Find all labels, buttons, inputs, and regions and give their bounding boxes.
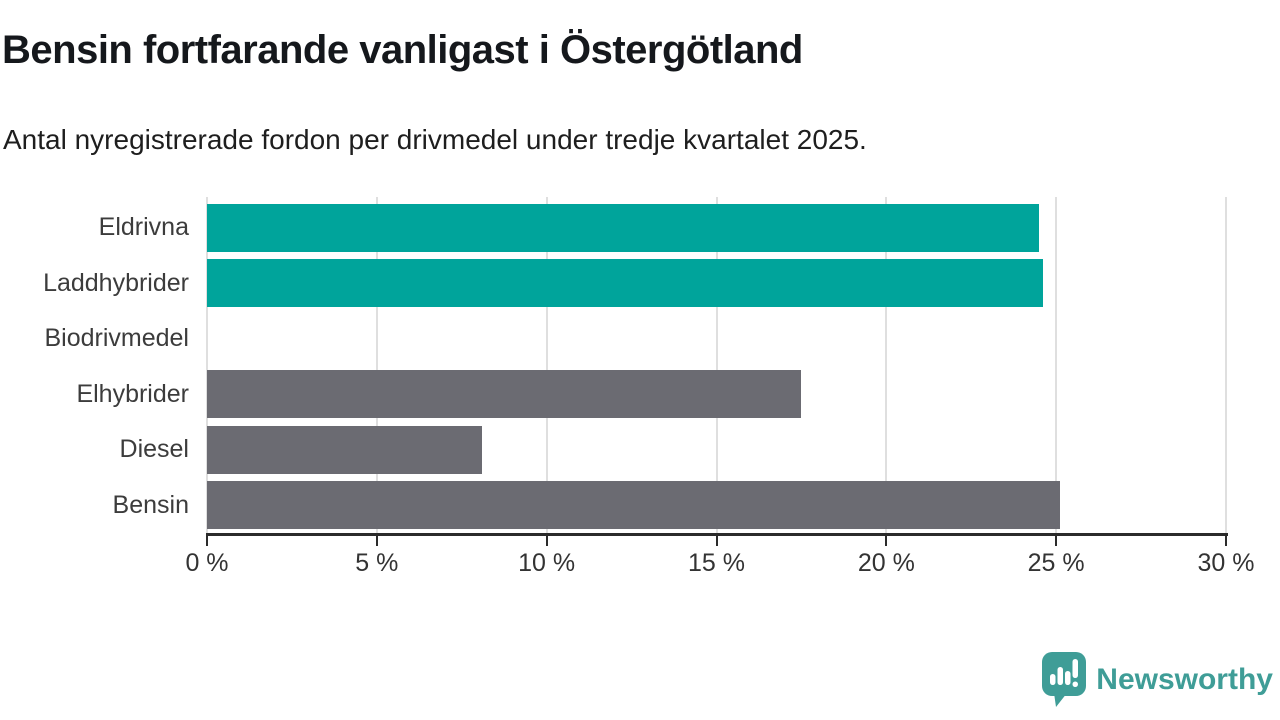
newsworthy-speech-bubble-bar-chart-icon [1042, 652, 1087, 707]
gridline [206, 197, 208, 533]
gridline [1225, 197, 1227, 533]
category-label: Biodrivmedel [44, 324, 189, 353]
category-label: Eldrivna [98, 213, 189, 242]
bar [207, 370, 802, 419]
gridline [885, 197, 888, 533]
x-axis-tick [545, 536, 548, 546]
category-label: Bensin [112, 490, 189, 519]
x-axis-tick-label: 0 % [185, 549, 229, 577]
bar [207, 203, 1040, 252]
gridline [545, 197, 548, 533]
x-axis-tick-label: 30 % [1197, 549, 1255, 577]
bar [207, 259, 1043, 308]
category-label: Diesel [119, 435, 189, 464]
gridline [715, 197, 718, 533]
category-label: Laddhybrider [43, 268, 189, 297]
chart-title: Bensin fortfarande vanligast i Östergötl… [2, 28, 803, 72]
x-axis-tick [885, 536, 888, 546]
gridline [375, 197, 378, 533]
x-axis-tick [715, 536, 718, 546]
x-axis-tick-label: 20 % [857, 549, 915, 577]
newsworthy-logo: Newsworthy [1041, 651, 1273, 708]
x-axis-tick [206, 536, 208, 546]
bar [207, 425, 483, 474]
x-axis-tick [375, 536, 378, 546]
x-axis-tick-label: 10 % [518, 549, 576, 577]
x-axis-tick [1055, 536, 1058, 546]
category-label: Elhybrider [76, 379, 189, 408]
gridline [1055, 197, 1058, 533]
x-axis-tick-label: 5 % [355, 549, 399, 577]
x-axis-line [205, 533, 1228, 536]
chart-subtitle: Antal nyregistrerade fordon per drivmede… [3, 124, 867, 155]
x-axis-tick [1225, 536, 1227, 546]
x-axis-tick-label: 15 % [688, 549, 745, 577]
x-axis-tick-label: 25 % [1027, 549, 1085, 577]
bar [207, 481, 1060, 530]
newsworthy-logo-text: Newsworthy [1096, 662, 1273, 696]
